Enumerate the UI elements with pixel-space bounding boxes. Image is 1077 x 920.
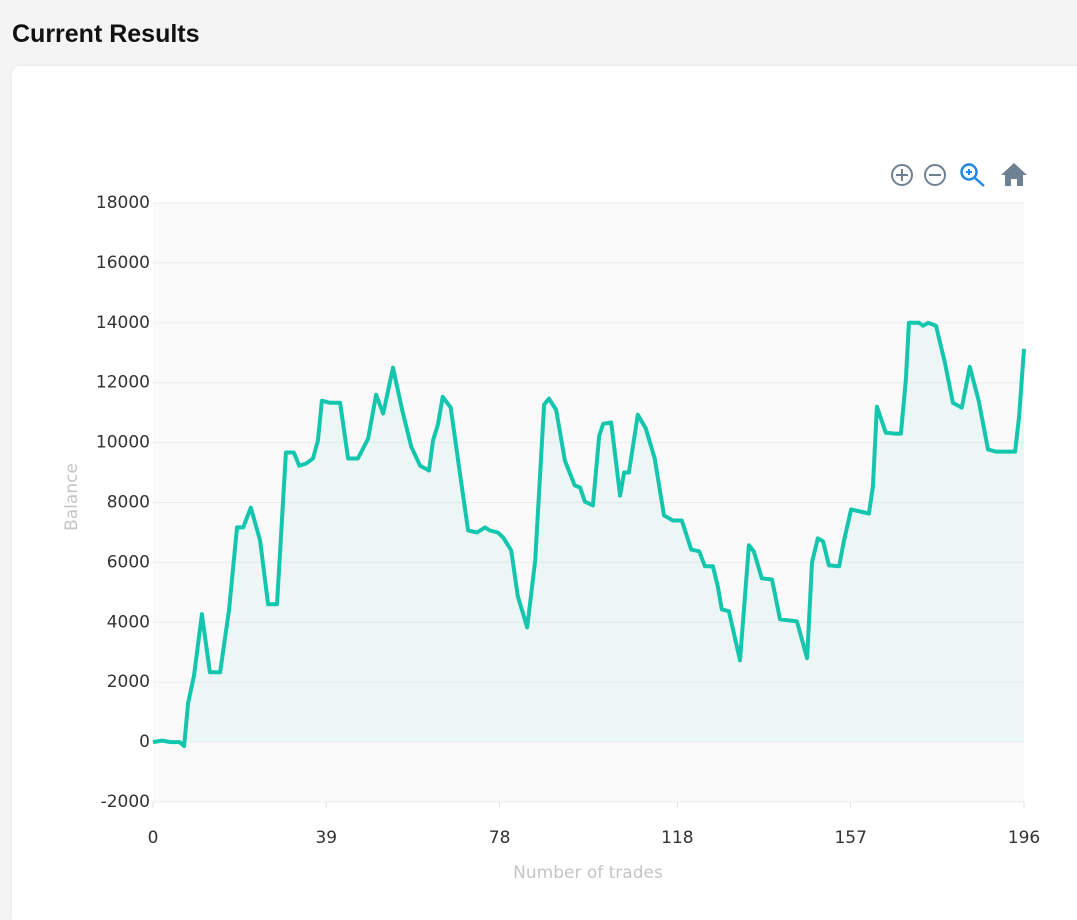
reset-zoom-button[interactable] — [1001, 163, 1027, 186]
zoom-out-button[interactable] — [924, 164, 946, 186]
y-tick-label: 16000 — [96, 253, 150, 273]
y-tick-label: 4000 — [107, 612, 150, 632]
line-series — [152, 320, 1026, 748]
y-tick-label: -2000 — [101, 792, 150, 812]
y-tick-label: 18000 — [96, 193, 150, 213]
x-tick-label: 157 — [834, 828, 866, 848]
page-title: Current Results — [12, 20, 200, 48]
y-tick-label: 8000 — [107, 493, 150, 513]
selection-zoom-button[interactable] — [960, 163, 985, 187]
y-tick-label: 6000 — [107, 552, 150, 572]
x-axis-title: Number of trades — [513, 863, 663, 883]
x-tick-label: 78 — [489, 828, 511, 848]
y-tick-label: 10000 — [96, 433, 150, 453]
x-tick-label: 118 — [661, 828, 693, 848]
y-axis-title: Balance — [62, 463, 82, 531]
x-tick-label: 0 — [148, 828, 159, 848]
x-tick-label: 196 — [1008, 828, 1040, 848]
y-tick-label: 12000 — [96, 373, 150, 393]
y-tick-label: 0 — [139, 732, 150, 752]
y-tick-label: 14000 — [96, 313, 150, 333]
x-tick-label: 39 — [315, 828, 337, 848]
zoom-in-button[interactable] — [891, 164, 913, 186]
y-tick-label: 2000 — [107, 672, 150, 692]
